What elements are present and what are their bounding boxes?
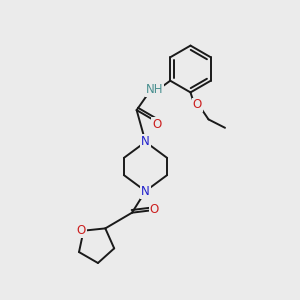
Text: N: N bbox=[141, 184, 150, 198]
Text: O: O bbox=[193, 98, 202, 112]
Text: O: O bbox=[76, 224, 86, 237]
Text: O: O bbox=[152, 118, 162, 131]
Text: NH: NH bbox=[146, 83, 164, 96]
Text: O: O bbox=[150, 203, 159, 216]
Text: N: N bbox=[141, 135, 150, 148]
